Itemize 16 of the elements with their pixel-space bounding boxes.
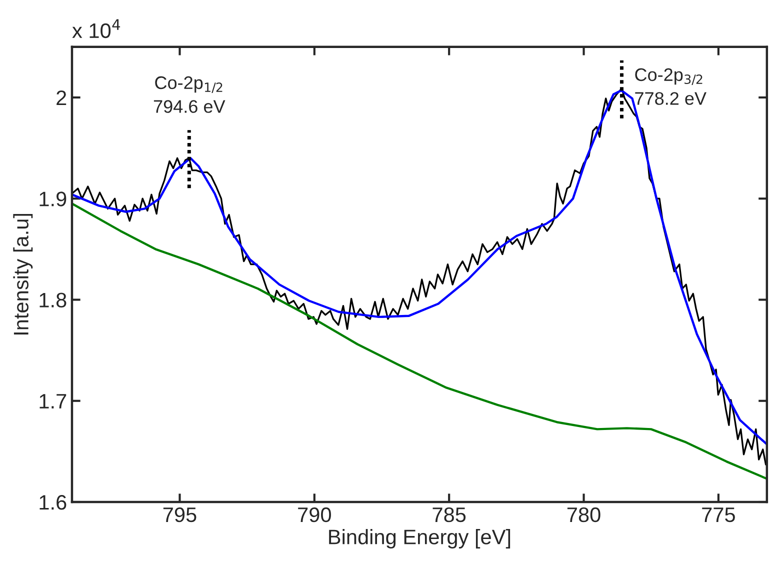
y-tick-label: 1.9 [40,192,66,206]
annotation: Co-2p$_{3/2}$ 778.2 eV [635,68,706,105]
x-tick-label: 780 [567,507,600,522]
line-series [72,202,767,480]
y-axis-title: Intensity [a.u] [13,214,33,334]
y-tick-label: 1.8 [40,292,66,308]
y-tick-label: 2 [56,90,66,106]
x-tick-label: 790 [298,507,331,522]
y-tick-label: 1.6 [40,495,66,510]
y-tick-label: 1.7 [40,394,66,408]
annotation: Co-2p$_{1/2}$ 794.6 eV [154,76,226,113]
x-axis-title: Binding Energy [eV] [329,529,510,548]
x-tick-label: 795 [163,507,196,522]
x-tick-label: 775 [702,508,735,522]
x-tick-label: 785 [432,507,466,522]
text: x 10$^{4}$ [72,19,120,38]
